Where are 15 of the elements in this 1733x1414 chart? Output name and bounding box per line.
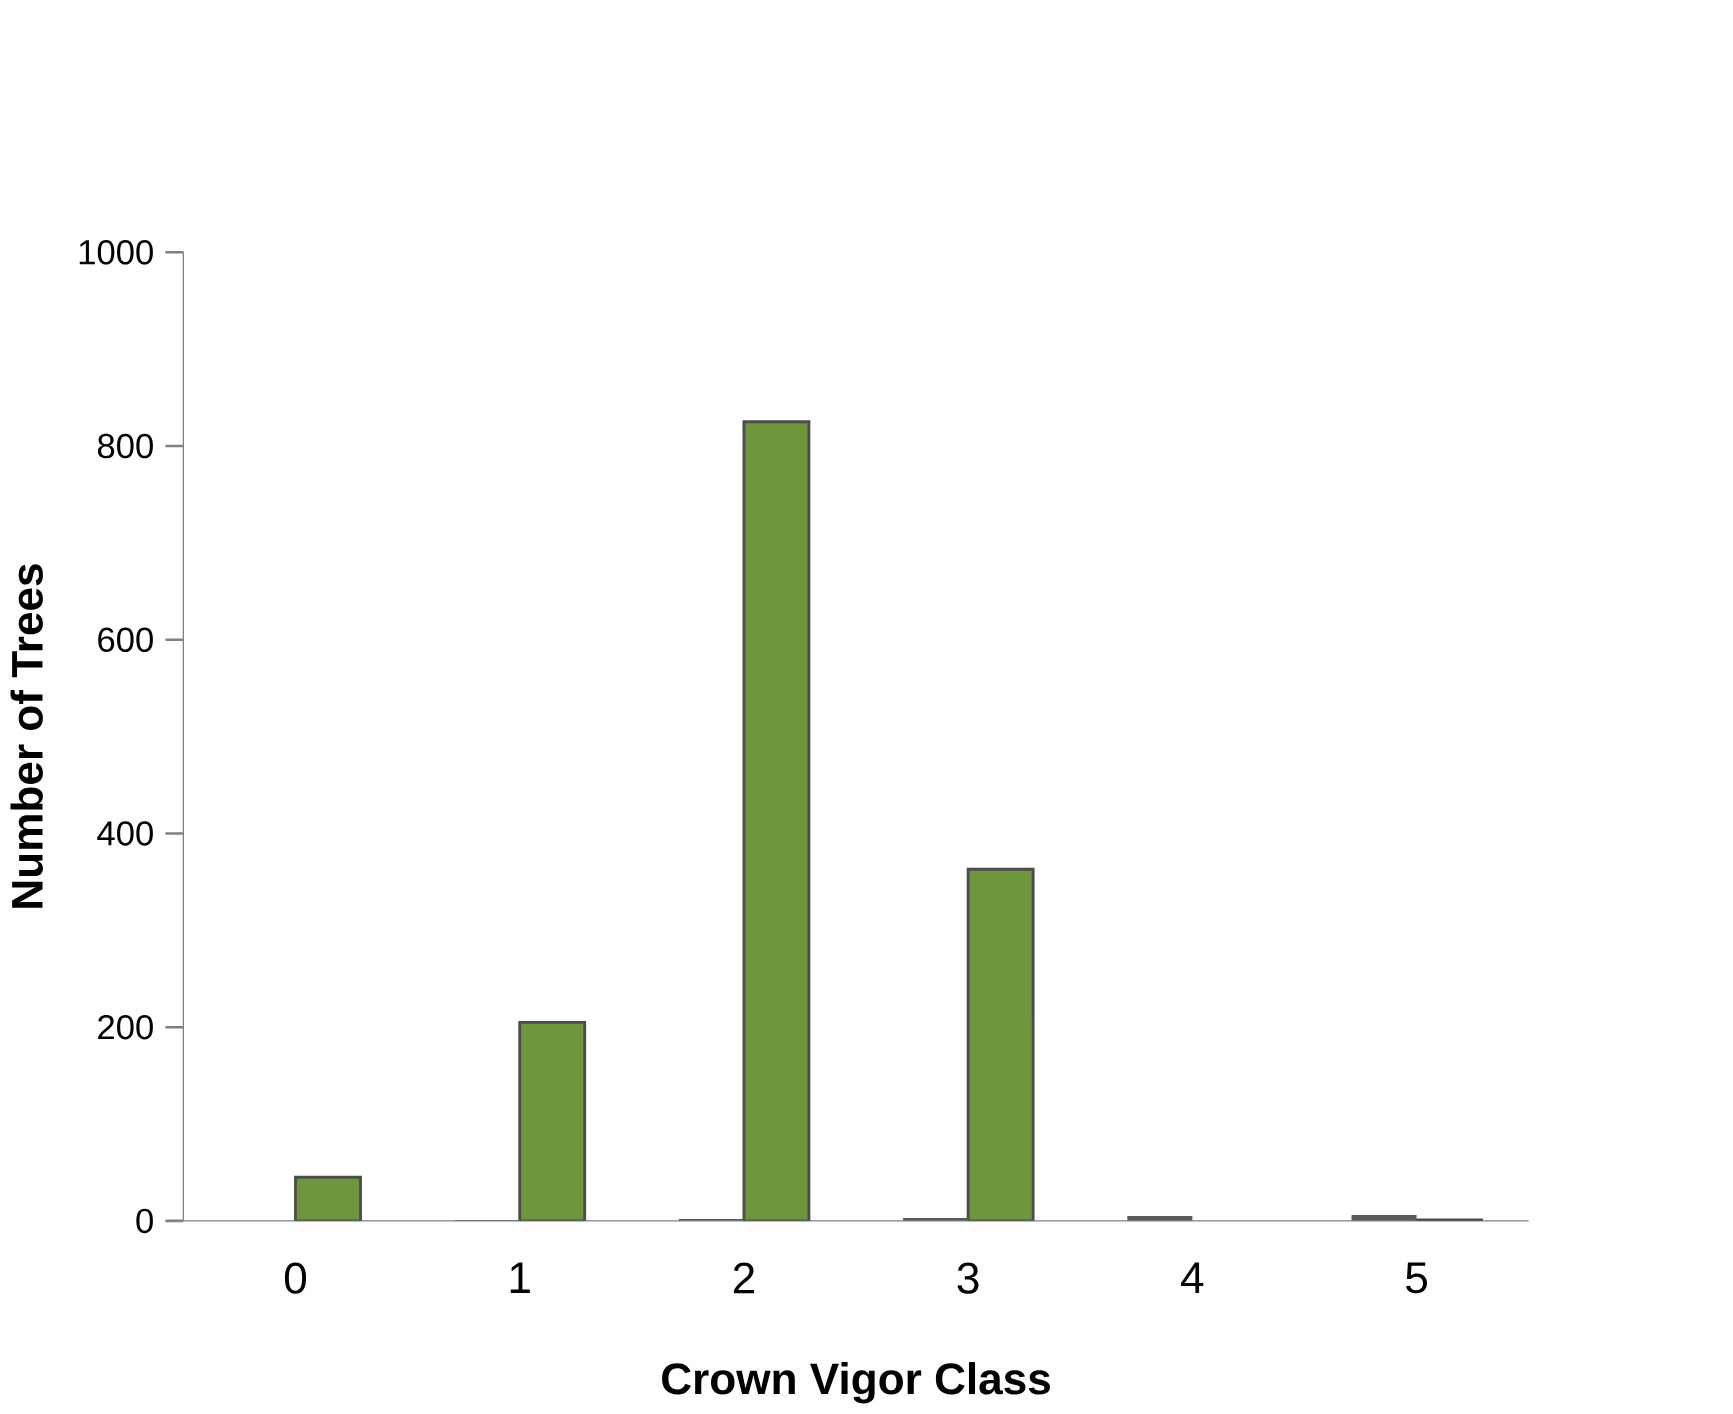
y-tick-label: 1000 <box>79 240 153 265</box>
x-tick-label: 2 <box>733 1262 754 1294</box>
x-tick-label: 1 <box>510 1262 530 1293</box>
bar <box>742 420 811 1221</box>
y-axis-title: Number of Trees <box>10 564 43 908</box>
y-tick-label: 600 <box>98 627 153 653</box>
y-tick-label: 400 <box>97 821 153 846</box>
x-tick-label: 3 <box>957 1262 979 1294</box>
x-axis-title: Crown Vigor Class <box>662 1362 1050 1404</box>
x-tick-label: 5 <box>1406 1262 1427 1294</box>
y-tick-label: 800 <box>97 433 153 459</box>
y-tick-label: 0 <box>136 1208 153 1234</box>
x-tick-label: 0 <box>284 1262 307 1294</box>
y-tick-label: 200 <box>98 1014 153 1040</box>
x-tick-label: 4 <box>1181 1262 1204 1293</box>
